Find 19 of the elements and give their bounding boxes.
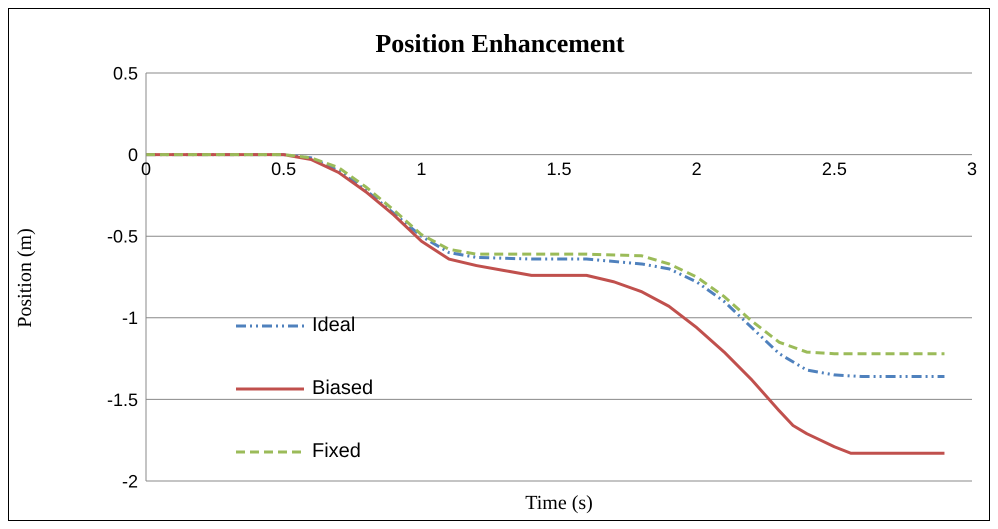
y-tick-label: -1.5 — [106, 390, 138, 410]
x-tick-label: 2.5 — [822, 159, 847, 179]
y-axis-title: Position (m) — [14, 228, 36, 328]
x-tick-label: 2 — [692, 159, 702, 179]
x-tick-label: 0 — [140, 159, 152, 179]
chart-title: Position Enhancement — [374, 29, 626, 59]
x-axis-title: Time (s) — [525, 492, 593, 514]
x-tick-label: 3 — [966, 159, 978, 179]
y-tick-label: -2 — [122, 471, 138, 492]
y-tick-label: -1 — [122, 308, 138, 328]
y-tick-label: 0.5 — [112, 63, 138, 84]
x-tick-label: 1 — [416, 159, 426, 179]
x-tick-label: 1.5 — [546, 159, 572, 179]
y-tick-label: -0.5 — [106, 226, 138, 247]
legend-label: Biased — [312, 377, 374, 400]
x-tick-label: 0.5 — [271, 159, 296, 179]
legend-label: Ideal — [312, 314, 356, 337]
y-tick-label: 0 — [128, 144, 138, 165]
legend-label: Fixed — [312, 440, 361, 463]
